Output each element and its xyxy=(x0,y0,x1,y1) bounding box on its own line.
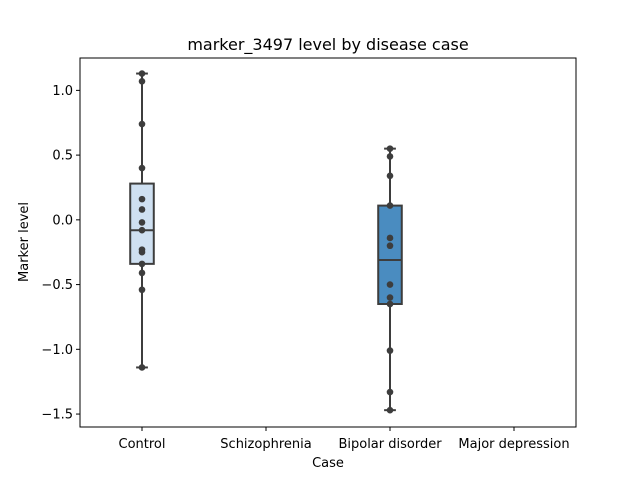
data-point xyxy=(138,260,146,268)
x-tick-label: Major depression xyxy=(458,437,569,452)
data-point xyxy=(138,164,146,172)
x-axis-label: Case xyxy=(312,456,344,471)
data-point xyxy=(386,388,394,396)
x-tick-label: Schizophrenia xyxy=(220,437,311,452)
x-tick-label: Bipolar disorder xyxy=(338,437,442,452)
data-point xyxy=(138,248,146,256)
data-point xyxy=(386,202,394,209)
data-point xyxy=(386,145,394,152)
data-point xyxy=(386,294,394,301)
data-point xyxy=(386,172,394,180)
data-point xyxy=(386,242,394,250)
x-tick-label: Control xyxy=(119,437,166,452)
y-tick-label: −1.0 xyxy=(41,343,73,358)
box-group xyxy=(377,145,403,414)
data-point xyxy=(138,219,146,226)
y-tick-label: 0.5 xyxy=(52,149,73,164)
data-point xyxy=(386,234,394,242)
y-tick-label: −0.5 xyxy=(41,278,73,293)
data-point xyxy=(386,153,394,160)
box xyxy=(377,204,403,306)
axes-frame xyxy=(79,57,577,428)
y-axis-label: Marker level xyxy=(17,202,32,282)
data-point xyxy=(138,206,146,213)
data-point xyxy=(138,120,146,128)
box-group xyxy=(129,70,155,371)
y-tick-label: 0.0 xyxy=(52,213,73,228)
data-point xyxy=(386,281,394,288)
plot-area xyxy=(129,70,403,414)
data-point xyxy=(138,226,146,234)
data-point xyxy=(138,70,146,77)
y-tick-label: −1.5 xyxy=(41,408,73,423)
data-point xyxy=(138,269,146,277)
data-point xyxy=(138,78,146,85)
x-axis: Control Schizophrenia Bipolar disorder Majo… xyxy=(119,427,570,452)
data-point xyxy=(138,195,146,203)
data-point xyxy=(138,286,146,294)
data-point xyxy=(386,300,394,308)
y-axis: −1.5 −1.0 −0.5 0.0 0.5 1.0 xyxy=(41,84,80,423)
data-point xyxy=(386,406,394,414)
chart-title: marker_3497 level by disease case xyxy=(187,35,468,55)
data-point xyxy=(138,364,146,371)
y-tick-label: 1.0 xyxy=(52,84,73,99)
data-point xyxy=(386,347,394,354)
